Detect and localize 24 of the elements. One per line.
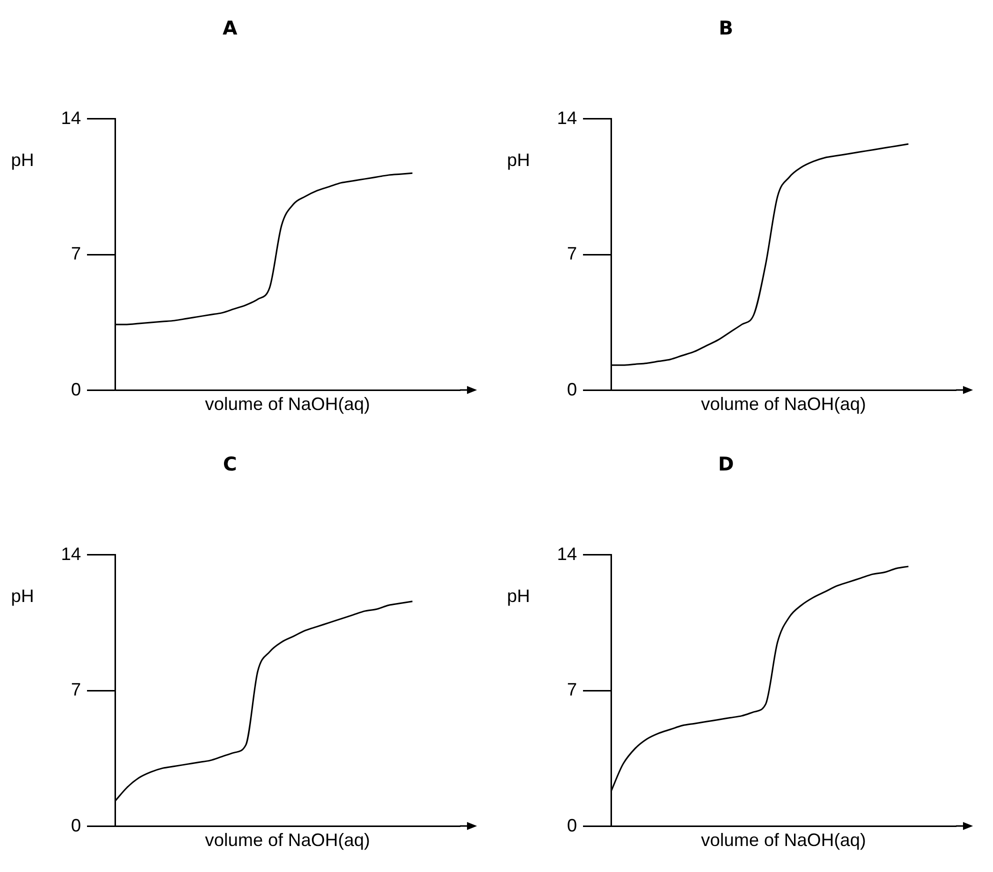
y-tick-label: 7	[566, 680, 577, 700]
chart-title: B	[718, 17, 734, 40]
chart-title: C	[223, 453, 237, 476]
y-axis-title: pH	[507, 586, 530, 606]
y-tick-label: 14	[556, 108, 577, 128]
y-tick-label: 7	[70, 244, 81, 264]
y-tick-label: 0	[566, 379, 577, 400]
y-tick-label: 14	[60, 544, 81, 564]
y-tick-label: 0	[70, 815, 81, 836]
y-tick-label: 7	[566, 244, 577, 264]
y-tick-label: 0	[566, 815, 577, 836]
x-axis-title: volume of NaOH(aq)	[204, 394, 370, 414]
x-axis-title: volume of NaOH(aq)	[700, 394, 866, 414]
y-axis-title: pH	[507, 150, 530, 170]
y-tick-label: 7	[70, 680, 81, 700]
y-tick-label: 0	[70, 379, 81, 400]
x-axis-title: volume of NaOH(aq)	[700, 830, 866, 850]
y-tick-label: 14	[556, 544, 577, 564]
chart-title: A	[222, 17, 238, 40]
y-axis-title: pH	[11, 150, 34, 170]
x-axis-title: volume of NaOH(aq)	[204, 830, 370, 850]
y-axis-title: pH	[11, 586, 34, 606]
y-tick-label: 14	[60, 108, 81, 128]
chart-title: D	[718, 453, 734, 476]
